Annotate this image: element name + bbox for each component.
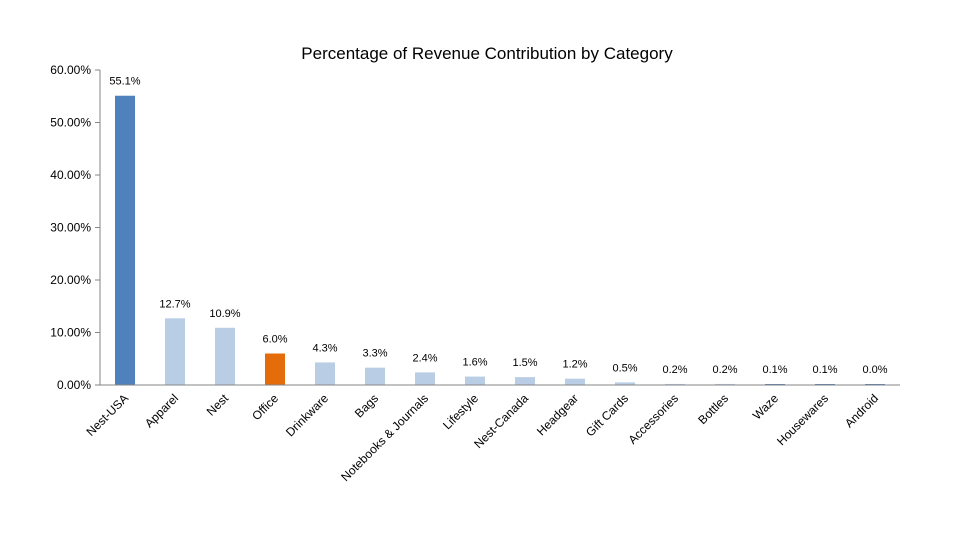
- data-label: 1.5%: [512, 357, 537, 369]
- data-label: 55.1%: [109, 76, 140, 88]
- bar: [615, 382, 635, 385]
- y-tick-label: 0.00%: [57, 378, 91, 392]
- data-label: 0.5%: [612, 362, 637, 374]
- data-label: 1.6%: [462, 357, 487, 369]
- x-tick-label: Accessories: [625, 391, 681, 447]
- bar: [165, 318, 185, 385]
- y-tick-label: 10.00%: [50, 326, 91, 340]
- data-label: 4.3%: [312, 342, 337, 354]
- y-tick-label: 20.00%: [50, 273, 91, 287]
- y-tick-label: 60.00%: [50, 63, 91, 77]
- x-tick-label: Headgear: [534, 391, 581, 438]
- bar: [665, 383, 685, 385]
- data-label: 12.7%: [159, 298, 190, 310]
- data-label: 0.2%: [712, 364, 737, 376]
- data-label: 3.3%: [362, 348, 387, 360]
- x-tick-label: Lifestyle: [440, 391, 481, 432]
- data-labels: 55.1% 12.7% 10.9% 6.0% 4.3% 3.3% 2.4% 1.6% 1.5% 1…: [109, 76, 887, 376]
- data-label: 2.4%: [412, 352, 437, 364]
- bars: [115, 95, 885, 385]
- y-tick-label: 40.00%: [50, 168, 91, 182]
- x-tick-label: Notebooks & Journals: [338, 391, 431, 484]
- x-tick-label: Housewares: [774, 391, 831, 448]
- data-label: 1.2%: [562, 359, 587, 371]
- bar: [515, 377, 535, 385]
- bar: [265, 353, 285, 385]
- x-tick-label: Office: [249, 391, 281, 423]
- data-label: 0.1%: [812, 364, 837, 376]
- x-tick-label: Nest: [204, 391, 232, 419]
- x-axis: Nest-USA Apparel Nest Office Drinkware BagsNo…: [84, 384, 900, 484]
- x-tick-label: Waze: [750, 391, 782, 423]
- x-tick-label: Gift Cards: [583, 391, 631, 439]
- x-tick-label: Android: [842, 391, 881, 430]
- data-label: 0.2%: [662, 364, 687, 376]
- y-axis: 0.00% 10.00% 20.00% 30.00% 40.00% 50.00% 60.00…: [50, 63, 101, 392]
- x-tick-label: Apparel: [142, 391, 181, 430]
- data-label: 10.9%: [209, 308, 240, 320]
- data-label: 0.0%: [862, 364, 887, 376]
- x-tick-label: Nest-USA: [84, 391, 132, 439]
- bar: [215, 327, 235, 385]
- bar: [365, 367, 385, 385]
- x-tick-label: Bottles: [695, 391, 731, 427]
- data-label: 6.0%: [262, 334, 287, 346]
- bar: [415, 372, 435, 385]
- x-tick-label: Drinkware: [283, 391, 331, 439]
- y-tick-label: 30.00%: [50, 221, 91, 235]
- x-tick-label: Bags: [352, 391, 381, 420]
- y-tick-label: 50.00%: [50, 116, 91, 130]
- bar: [715, 383, 735, 385]
- bar: [465, 376, 485, 385]
- x-tick-label: Nest-Canada: [471, 391, 531, 451]
- bar: [315, 362, 335, 385]
- data-label: 0.1%: [762, 364, 787, 376]
- chart-title: Percentage of Revenue Contribution by Ca…: [301, 44, 673, 63]
- bar: [115, 95, 135, 385]
- bar: [565, 378, 585, 385]
